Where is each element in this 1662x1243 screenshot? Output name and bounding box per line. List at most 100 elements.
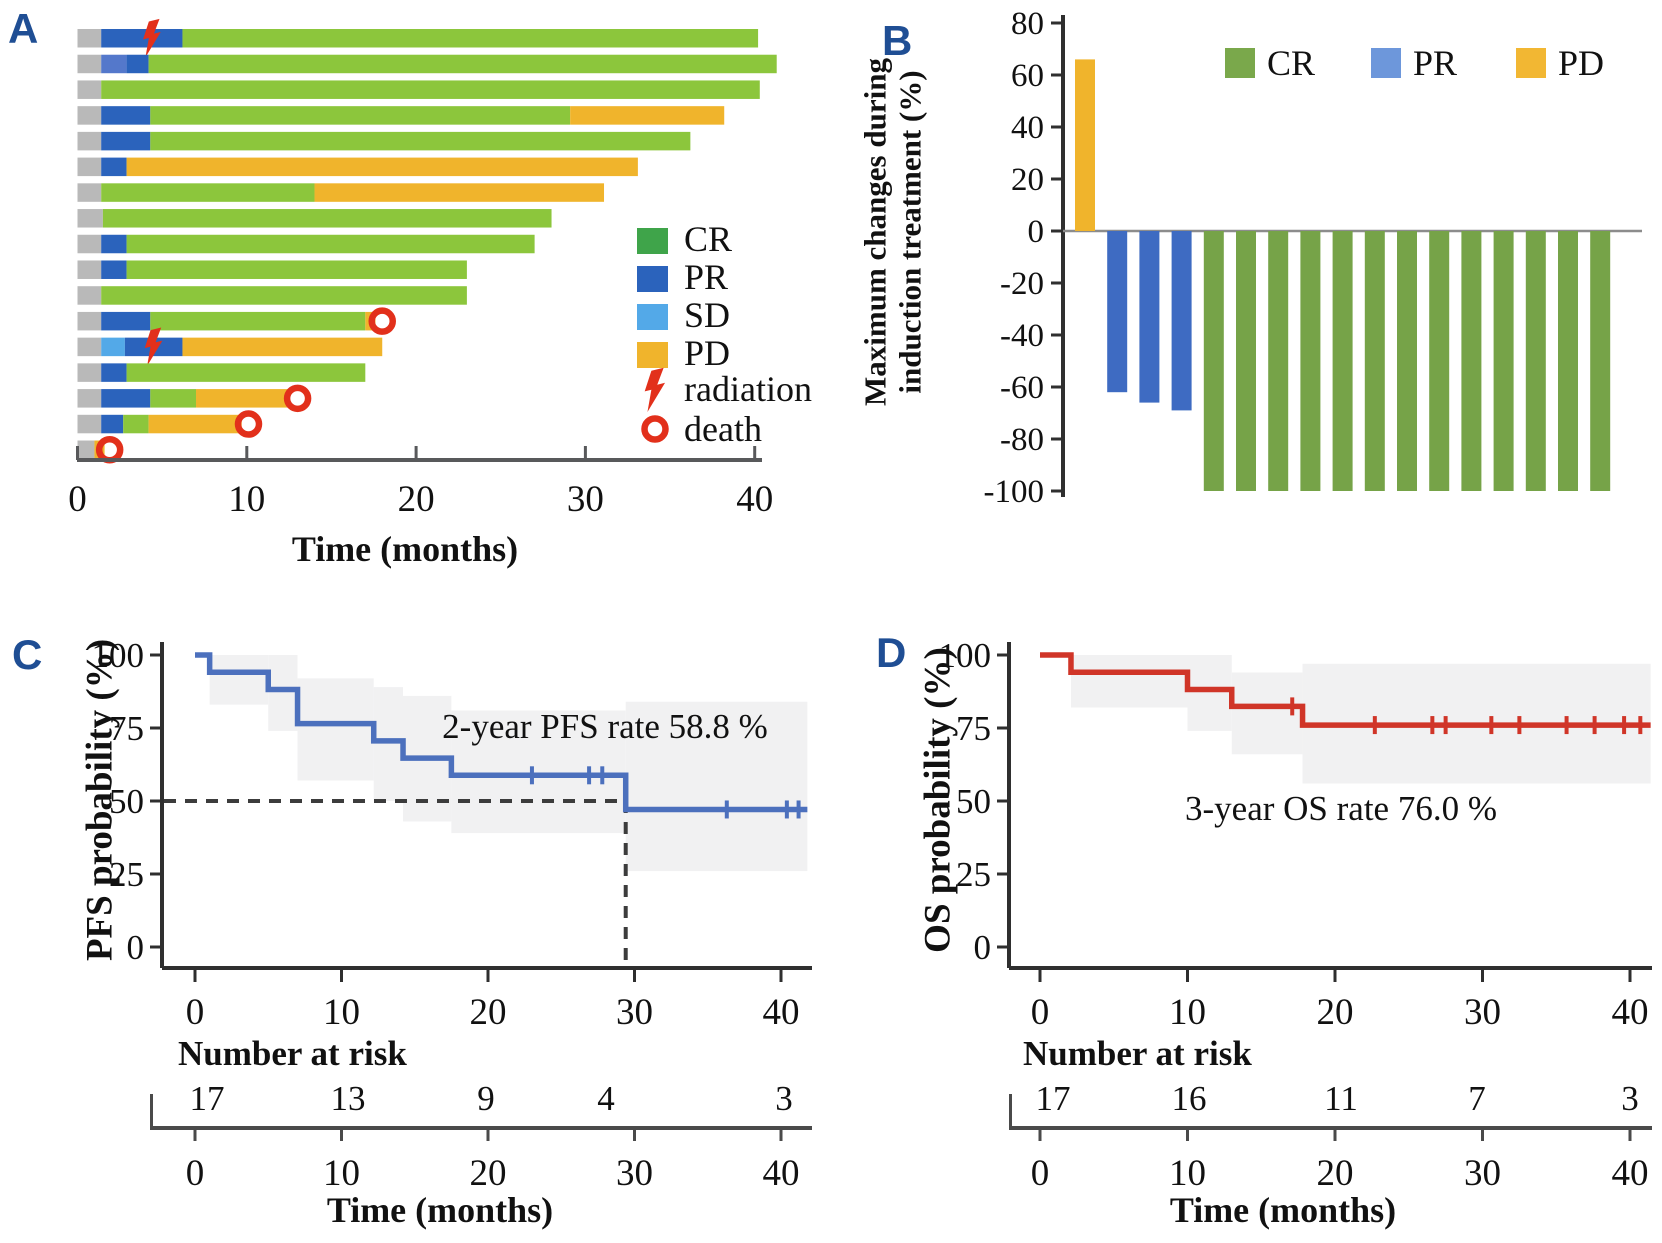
waterfall-bar — [1525, 231, 1546, 491]
swimmer-bar-segment — [150, 131, 691, 151]
waterfall-bar — [1364, 231, 1385, 491]
legend-swatch-cr-icon — [637, 228, 668, 254]
xaxis-tick-label: 10 — [323, 992, 360, 1033]
yaxis-tick-label-b: -40 — [1000, 318, 1044, 354]
swimmer-bar-segment — [101, 157, 127, 177]
swimmer-bar-segment — [314, 183, 605, 202]
yaxis-tick-label: 50 — [109, 782, 144, 821]
yaxis-tick-label: 100 — [92, 636, 145, 675]
yaxis-label-c: PFS probability (%) — [79, 638, 121, 962]
swimmer-bar-segment — [101, 183, 315, 202]
panel-label-a: A — [8, 5, 39, 52]
xaxis-tick-label: 20 — [1317, 992, 1354, 1033]
ruler-tick-label: 0 — [1031, 1153, 1050, 1194]
risk-count: 11 — [1324, 1079, 1358, 1118]
risk-count: 3 — [775, 1079, 793, 1118]
ruler-tick-label: 0 — [186, 1153, 205, 1194]
waterfall-bar — [1397, 231, 1417, 491]
waterfall-bar — [1558, 231, 1578, 491]
annotation-pfs-rate: 2-year PFS rate 58.8 % — [442, 707, 768, 746]
yaxis-tick-label-b: 80 — [1011, 6, 1044, 42]
swimmer-bar-segment — [101, 80, 760, 99]
xaxis-tick-label-a: 0 — [68, 479, 87, 520]
waterfall-bar — [1332, 231, 1353, 491]
swimmer-bar-segment — [77, 260, 102, 279]
xaxis-tick-label: 0 — [186, 992, 205, 1033]
waterfall-bar — [1139, 231, 1160, 403]
xaxis-tick-label: 0 — [1031, 992, 1050, 1033]
swimmer-bar-segment — [182, 29, 759, 48]
yaxis-tick-label: 75 — [109, 709, 144, 748]
swimmer-bar-segment — [101, 337, 125, 357]
xaxis-tick-label: 30 — [616, 992, 653, 1033]
waterfall-bar — [1236, 231, 1256, 491]
yaxis-tick-label-b: 0 — [1028, 214, 1045, 250]
legend-label-pd: PD — [684, 333, 730, 373]
swimmer-bar-segment — [126, 54, 149, 74]
ci-band — [373, 687, 404, 801]
legend-label-pr: PR — [684, 257, 728, 297]
death-icon — [368, 307, 396, 335]
waterfall-bar — [1461, 231, 1482, 491]
ruler-tick-label: 20 — [470, 1153, 507, 1194]
yaxis-tick-label-b: -100 — [984, 474, 1045, 510]
waterfall-bar — [1203, 231, 1224, 491]
swimmer-bar-segment — [77, 440, 95, 460]
swimmer-bar-segment — [570, 106, 725, 125]
ci-band — [268, 655, 298, 731]
death-icon — [283, 384, 312, 413]
swimmer-bar-segment — [101, 54, 127, 74]
legend-label-radiation: radiation — [684, 369, 812, 409]
swimmer-bar-segment — [77, 389, 102, 408]
swimmer-bar-segment — [148, 54, 777, 74]
yaxis-tick-label: 25 — [956, 855, 991, 894]
radiation-icon — [143, 18, 161, 58]
ruler-tick-label: 30 — [1464, 1153, 1501, 1194]
swimmer-bar-segment — [182, 337, 383, 357]
ruler-tick-label: 40 — [1612, 1153, 1649, 1194]
risk-count: 17 — [1036, 1079, 1071, 1118]
swimmer-bar-segment — [77, 363, 102, 382]
swimmer-bar-segment — [148, 414, 242, 434]
legend-radiation-icon — [644, 367, 666, 413]
swimmer-bar-segment — [101, 260, 127, 279]
yaxis-label-d: OS probability (%) — [917, 647, 959, 953]
waterfall-bar — [1075, 59, 1095, 232]
yaxis-label-b-line2: induction treatment (%) — [892, 70, 927, 394]
legend-label-sd: SD — [684, 295, 730, 335]
risk-count: 9 — [477, 1079, 495, 1118]
swimmer-bar-segment — [77, 414, 102, 434]
ci-band — [209, 655, 269, 705]
swimmer-bar-segment — [126, 234, 535, 254]
death-icon — [95, 436, 124, 464]
legend-swatch-pd-icon — [637, 342, 668, 368]
swimmer-bar-segment — [102, 209, 552, 228]
yaxis-tick-label: 100 — [939, 636, 992, 675]
legend-swatch-sd-icon — [637, 304, 668, 330]
panel-label-b: B — [882, 17, 913, 64]
swimmer-bar-segment — [77, 106, 102, 125]
waterfall-bar — [1107, 231, 1128, 393]
swimmer-bar-segment — [77, 234, 102, 254]
swimmer-bar-segment — [126, 363, 366, 382]
swimmer-bar-segment — [101, 234, 127, 254]
xaxis-tick-label-a: 30 — [567, 479, 604, 520]
swimmer-bar-segment — [77, 29, 102, 48]
yaxis-tick-label-b: 40 — [1011, 110, 1044, 146]
swimmer-bar-segment — [77, 286, 102, 305]
yaxis-label-b: Maximum changes during induction treatmen… — [857, 58, 927, 406]
swimmer-bar-segment — [150, 106, 571, 125]
ci-band — [297, 678, 374, 781]
risk-count: 3 — [1621, 1079, 1639, 1118]
xaxis-tick-label: 30 — [1464, 992, 1501, 1033]
legend-swatch-pr-icon — [637, 266, 668, 292]
xaxis-title-d: Time (months) — [1169, 1190, 1397, 1230]
swimmer-bar-segment — [101, 363, 127, 382]
swimmer-bar-segment — [77, 311, 102, 331]
yaxis-tick-label: 50 — [956, 782, 991, 821]
number-at-risk-label-d: Number at risk — [1023, 1034, 1252, 1073]
xaxis-title-a: Time (months) — [291, 529, 519, 569]
xaxis-tick-label: 20 — [470, 992, 507, 1033]
